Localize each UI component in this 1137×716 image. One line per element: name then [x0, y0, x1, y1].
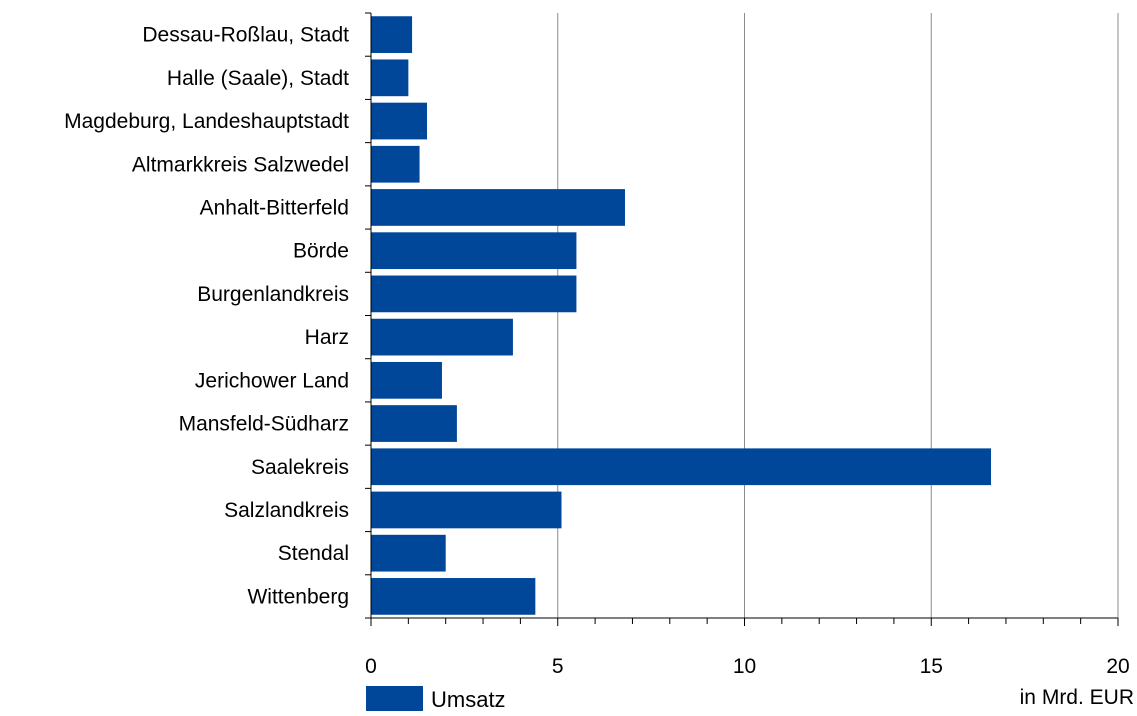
grid-lines	[558, 13, 1118, 618]
bar-dessau-rosslau-stadt	[371, 16, 412, 53]
legend-swatch-umsatz	[366, 686, 423, 711]
category-label-wittenberg: Wittenberg	[247, 585, 349, 608]
x-tick-label-15: 15	[920, 655, 943, 678]
category-label-saalekreis: Saalekreis	[251, 456, 349, 479]
category-label-stendal: Stendal	[278, 542, 349, 565]
category-label-magdeburg-landeshauptstadt: Magdeburg, Landeshauptstadt	[64, 110, 349, 133]
category-label-jerichower-land: Jerichower Land	[195, 369, 349, 392]
bar-wittenberg	[371, 578, 535, 615]
category-label-boerde: Börde	[293, 240, 349, 263]
bar-anhalt-bitterfeld	[371, 189, 625, 226]
category-label-anhalt-bitterfeld: Anhalt-Bitterfeld	[200, 196, 349, 219]
x-tick-label-20: 20	[1106, 655, 1129, 678]
bar-harz	[371, 319, 513, 356]
bar-halle-saale-stadt	[371, 59, 408, 96]
labels: Dessau-Roßlau, Stadt Halle (Saale), Stadt…	[64, 24, 1130, 678]
bar-jerichower-land	[371, 362, 442, 399]
bars	[371, 16, 991, 615]
x-axis-unit-label: in Mrd. EUR	[1020, 686, 1134, 709]
legend: Umsatz	[366, 686, 506, 711]
category-label-altmarkkreis-salzwedel: Altmarkkreis Salzwedel	[132, 153, 349, 176]
category-label-burgenlandkreis: Burgenlandkreis	[197, 283, 349, 306]
bar-magdeburg-landeshauptstadt	[371, 103, 427, 140]
bar-salzlandkreis	[371, 492, 561, 529]
category-label-salzlandkreis: Salzlandkreis	[224, 499, 349, 522]
category-label-harz: Harz	[305, 326, 349, 349]
bar-stendal	[371, 535, 446, 572]
x-tick-label-10: 10	[733, 655, 756, 678]
legend-label-umsatz: Umsatz	[431, 687, 506, 711]
x-tick-label-0: 0	[365, 655, 377, 678]
bar-burgenlandkreis	[371, 276, 576, 313]
x-tick-label-5: 5	[552, 655, 564, 678]
category-label-halle-saale-stadt: Halle (Saale), Stadt	[167, 67, 349, 90]
bar-saalekreis	[371, 448, 991, 485]
category-label-mansfeld-suedharz: Mansfeld-Südharz	[179, 413, 349, 436]
bar-altmarkkreis-salzwedel	[371, 146, 420, 183]
category-label-dessau-rosslau-stadt: Dessau-Roßlau, Stadt	[142, 24, 349, 47]
bar-boerde	[371, 232, 576, 269]
bar-mansfeld-suedharz	[371, 405, 457, 442]
